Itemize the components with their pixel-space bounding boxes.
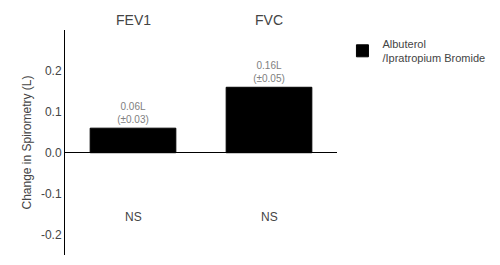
svg-text:0.16L(±0.05): 0.16L(±0.05): [253, 60, 285, 84]
svg-text:FVC: FVC: [255, 12, 283, 28]
svg-text:-0.1: -0.1: [41, 187, 62, 201]
svg-text:0.1: 0.1: [45, 105, 62, 119]
svg-text:Change in Spirometry (L): Change in Spirometry (L): [20, 75, 34, 209]
svg-text:NS: NS: [261, 210, 278, 224]
svg-text:NS: NS: [125, 210, 142, 224]
svg-text:0.2: 0.2: [45, 64, 62, 78]
svg-text:FEV1: FEV1: [116, 12, 151, 28]
svg-text:Albuterol/Ipratropium Bromide: Albuterol/Ipratropium Bromide: [382, 38, 485, 64]
svg-text:0.0: 0.0: [45, 146, 62, 160]
svg-text:-0.2: -0.2: [41, 228, 62, 242]
svg-text:0.06L(±0.03): 0.06L(±0.03): [117, 101, 149, 125]
